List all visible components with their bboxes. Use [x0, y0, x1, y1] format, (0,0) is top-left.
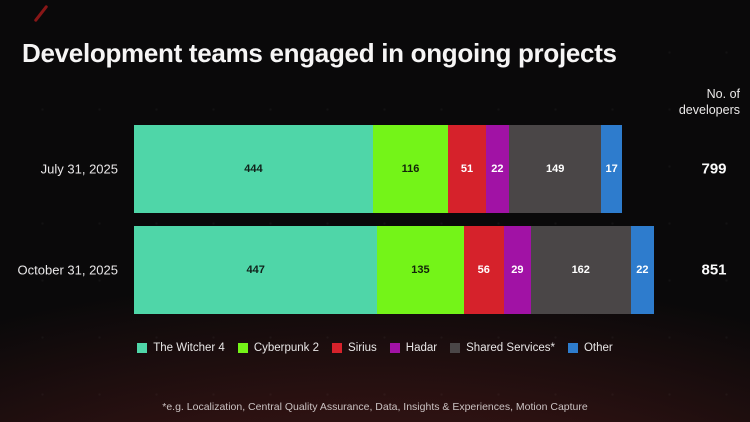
decorative-red-slash	[33, 4, 49, 23]
legend-swatch-shared-services	[450, 343, 461, 353]
bar-segment-cyberpunk-2: 116	[372, 125, 449, 213]
segment-value: 444	[244, 163, 263, 175]
segment-value: 162	[571, 264, 590, 276]
row-total: 851	[701, 261, 727, 279]
legend-label: Shared Services*	[466, 342, 555, 354]
segment-value: 447	[246, 264, 265, 276]
legend-label: Sirius	[348, 342, 377, 354]
bar-segment-hadar: 29	[503, 226, 531, 314]
legend-item-sirius: Sirius	[332, 342, 377, 354]
bar-segment-shared-services: 162	[530, 226, 631, 314]
page-title: Development teams engaged in ongoing pro…	[22, 38, 617, 68]
legend: The Witcher 4 Cyberpunk 2 Sirius Hadar Share…	[0, 339, 750, 357]
category-label: July 31, 2025	[40, 161, 118, 177]
segment-value: 135	[411, 264, 430, 276]
category-label: October 31, 2025	[17, 262, 118, 278]
value-axis-header: No. of developers	[678, 87, 740, 118]
legend-swatch-sirius	[332, 343, 343, 353]
legend-label: Cyberpunk 2	[253, 342, 320, 354]
footnote: *e.g. Localization, Central Quality Assu…	[162, 401, 588, 413]
bar-segment-hadar: 22	[485, 125, 509, 213]
row-total: 799	[701, 160, 727, 178]
segment-value: 149	[545, 163, 565, 175]
legend-item-the-witcher-4: The Witcher 4	[137, 342, 225, 354]
legend-swatch-cyberpunk-2	[237, 343, 248, 353]
segment-value: 51	[460, 163, 474, 175]
bar-segment-cyberpunk-2: 135	[377, 226, 464, 314]
bar-segment-other: 17	[601, 125, 622, 213]
legend-item-shared-services: Shared Services*	[450, 342, 555, 354]
legend-swatch-other	[567, 343, 578, 353]
bar-stack: 444 116 51 22 149 17	[134, 125, 622, 213]
bar-segment-the-witcher-4: 444	[134, 125, 373, 213]
legend-item-cyberpunk-2: Cyberpunk 2	[237, 342, 320, 354]
segment-value: 17	[605, 163, 618, 175]
legend-swatch-hadar	[389, 343, 400, 353]
segment-value: 56	[477, 264, 490, 276]
legend-label: The Witcher 4	[153, 342, 225, 354]
legend-item-hadar: Hadar	[389, 342, 438, 354]
bar-stack: 447 135 56 29 162 22	[134, 226, 654, 314]
segment-value: 116	[401, 163, 420, 175]
bar-segment-sirius: 51	[448, 125, 486, 213]
chart-row-july-31-2025: July 31, 2025 444 116 51 22 149 17 799	[0, 125, 750, 213]
legend-label: Hadar	[405, 342, 438, 354]
stacked-bar-chart: July 31, 2025 444 116 51 22 149 17 799 October 3…	[0, 125, 750, 327]
segment-value: 29	[511, 264, 524, 276]
bar-segment-other: 22	[630, 226, 654, 314]
legend-label: Other	[583, 342, 613, 354]
legend-swatch-the-witcher-4	[137, 343, 148, 353]
legend-item-other: Other	[567, 342, 613, 354]
bar-segment-sirius: 56	[463, 226, 504, 314]
segment-value: 22	[636, 264, 649, 276]
segment-value: 22	[491, 163, 504, 175]
chart-row-october-31-2025: October 31, 2025 447 135 56 29 162 22 851	[0, 226, 750, 314]
bar-segment-shared-services: 149	[508, 125, 602, 213]
bar-segment-the-witcher-4: 447	[134, 226, 378, 314]
